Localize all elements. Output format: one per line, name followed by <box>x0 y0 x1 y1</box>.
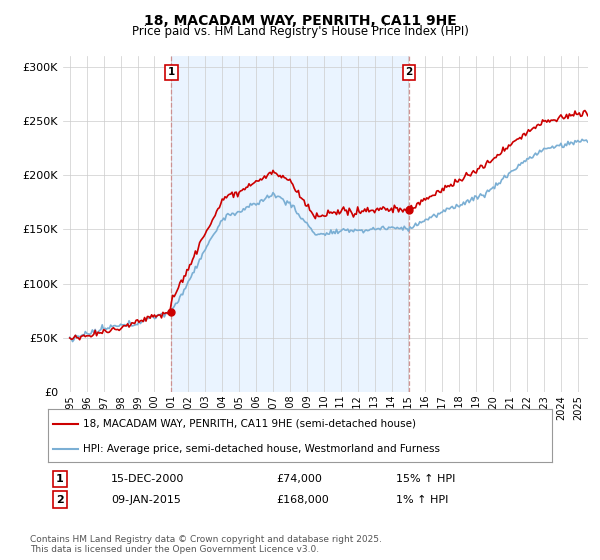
Text: 2: 2 <box>406 67 413 77</box>
Text: 2: 2 <box>56 494 64 505</box>
Text: 18, MACADAM WAY, PENRITH, CA11 9HE: 18, MACADAM WAY, PENRITH, CA11 9HE <box>143 14 457 28</box>
Text: HPI: Average price, semi-detached house, Westmorland and Furness: HPI: Average price, semi-detached house,… <box>83 444 440 454</box>
Text: Price paid vs. HM Land Registry's House Price Index (HPI): Price paid vs. HM Land Registry's House … <box>131 25 469 38</box>
Text: 09-JAN-2015: 09-JAN-2015 <box>111 494 181 505</box>
Text: 18, MACADAM WAY, PENRITH, CA11 9HE (semi-detached house): 18, MACADAM WAY, PENRITH, CA11 9HE (semi… <box>83 419 416 429</box>
Bar <box>172 56 409 392</box>
Text: 1: 1 <box>56 474 64 484</box>
Text: 1% ↑ HPI: 1% ↑ HPI <box>396 494 448 505</box>
Text: £74,000: £74,000 <box>276 474 322 484</box>
Text: 15-DEC-2000: 15-DEC-2000 <box>111 474 184 484</box>
Text: 1: 1 <box>168 67 175 77</box>
Text: Contains HM Land Registry data © Crown copyright and database right 2025.
This d: Contains HM Land Registry data © Crown c… <box>30 535 382 554</box>
Text: 15% ↑ HPI: 15% ↑ HPI <box>396 474 455 484</box>
Text: £168,000: £168,000 <box>276 494 329 505</box>
